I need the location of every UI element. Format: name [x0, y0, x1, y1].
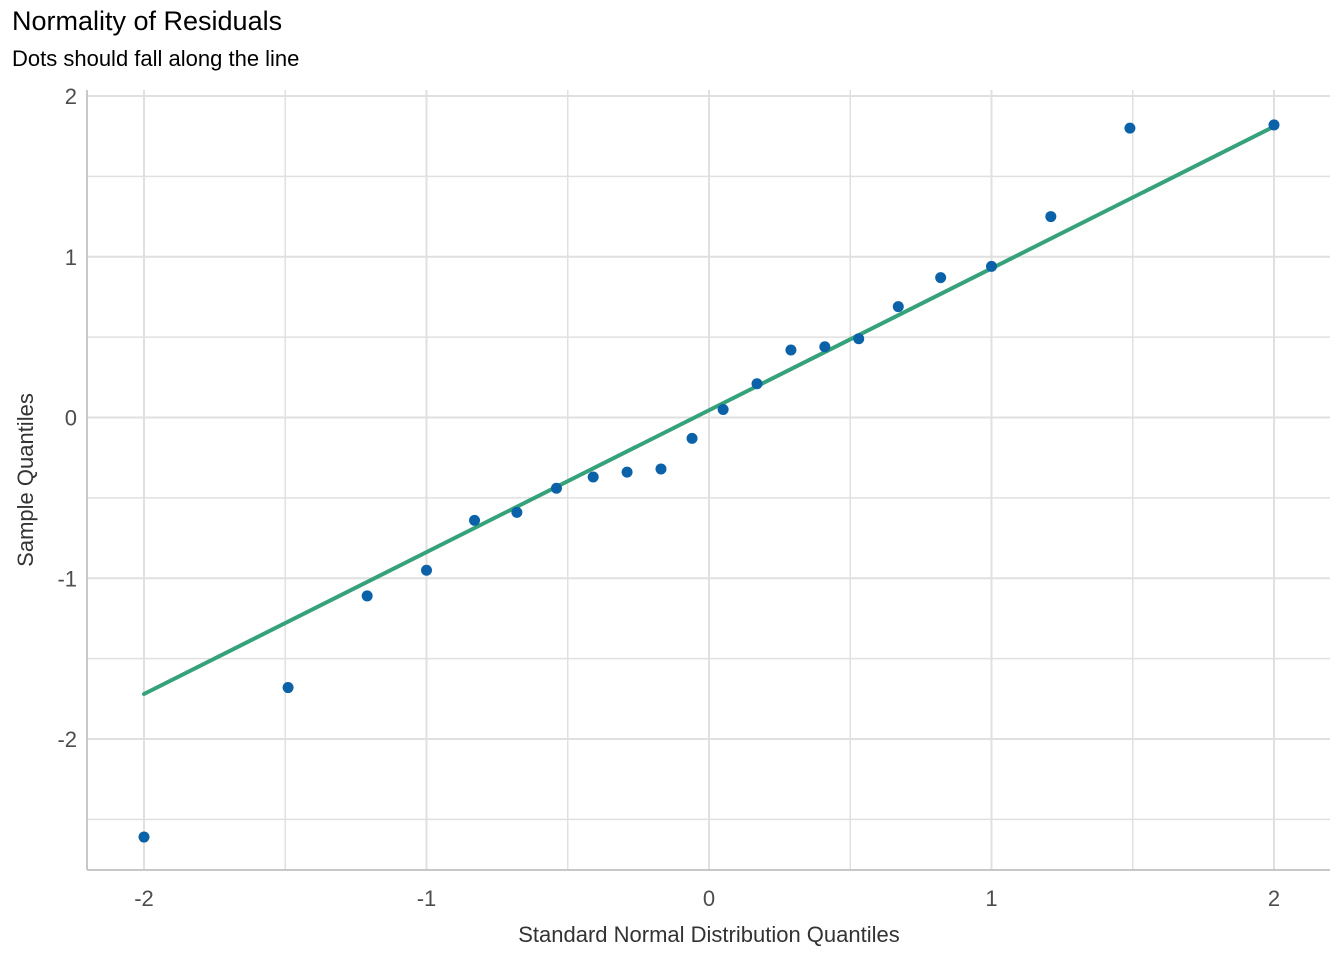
data-point: [1124, 122, 1136, 134]
y-tick-label: 1: [65, 245, 77, 270]
y-axis-title: Sample Quantiles: [13, 393, 38, 567]
reference-line-group: [142, 124, 1276, 696]
data-point: [986, 260, 997, 272]
x-tick-label: 2: [1268, 886, 1280, 911]
chart-title: Normality of Residuals: [12, 6, 283, 36]
tick-labels: -2 -1 0 1 2 -2 -1 0 1 2: [57, 84, 1280, 911]
data-point: [686, 432, 698, 444]
data-point: [587, 471, 599, 483]
data-point: [655, 463, 667, 475]
x-axis-title: Standard Normal Distribution Quantiles: [518, 922, 900, 947]
x-tick-label: 1: [985, 886, 997, 911]
data-point: [819, 341, 831, 353]
data-point: [717, 403, 729, 415]
data-point: [892, 301, 904, 313]
y-tick-label: 0: [65, 406, 77, 431]
data-point: [469, 514, 481, 526]
data-point: [853, 333, 865, 345]
points-group: [138, 119, 1280, 843]
axes: [86, 90, 1330, 871]
y-tick-label: 2: [65, 84, 77, 109]
chart-subtitle: Dots should fall along the line: [12, 46, 300, 71]
x-tick-label: -1: [417, 886, 437, 911]
data-point: [511, 506, 523, 518]
data-point: [935, 272, 947, 284]
data-point: [421, 564, 432, 576]
reference-line: [142, 124, 1276, 696]
data-point: [1045, 211, 1057, 223]
data-point: [751, 378, 763, 390]
data-point: [785, 344, 797, 356]
y-tick-label: -1: [57, 566, 77, 591]
data-point: [621, 466, 633, 478]
data-point: [282, 682, 294, 694]
grid: [87, 90, 1330, 870]
data-point: [361, 590, 373, 602]
data-point: [1268, 119, 1280, 131]
x-tick-label: 0: [703, 886, 715, 911]
data-point: [138, 831, 150, 843]
y-tick-label: -2: [57, 727, 77, 752]
x-tick-label: -2: [134, 886, 154, 911]
data-point: [550, 482, 562, 494]
